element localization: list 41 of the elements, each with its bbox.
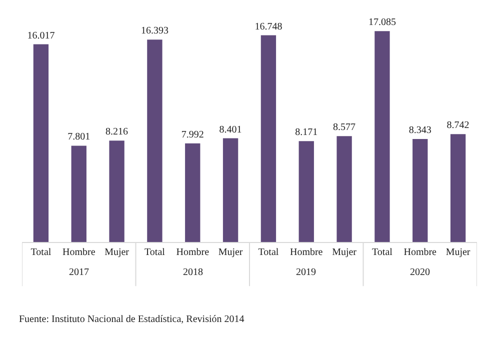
bar: [222, 138, 238, 242]
x-tick-label: Hombre: [404, 247, 438, 258]
data-label: 8.343: [408, 125, 432, 136]
x-tick-label: Mujer: [446, 247, 471, 258]
text: 2017: [69, 267, 89, 278]
data-label: 7.801: [68, 132, 90, 143]
bar: [450, 134, 466, 242]
data-label: 8.742: [446, 120, 470, 132]
bar: [147, 40, 162, 242]
x-tick-label: Mujer: [332, 247, 358, 258]
bar: [336, 136, 352, 242]
x-tick-label: Hombre: [62, 247, 96, 258]
data-label: 8.401: [219, 124, 242, 136]
bar: [185, 143, 200, 242]
bar: [71, 146, 86, 242]
x-tick-label: Total: [372, 247, 393, 258]
bar: [412, 139, 428, 242]
x-tick-label: Mujer: [218, 247, 244, 258]
x-tick-label: Hombre: [176, 247, 210, 258]
data-label: 7.992: [181, 129, 204, 140]
data-label: 16.748: [254, 21, 282, 32]
data-label: 8.171: [295, 127, 318, 138]
data-label: 16.017: [27, 30, 55, 42]
data-label: 8.577: [333, 122, 356, 134]
x-tick-label: Total: [30, 247, 52, 258]
data-label: 17.085: [368, 17, 396, 28]
text: 2020: [410, 267, 430, 278]
x-tick-label: Total: [144, 247, 166, 258]
x-tick-label: Hombre: [290, 247, 324, 258]
data-label: 8.216: [106, 126, 128, 138]
text: 2018: [183, 267, 203, 278]
bar: [298, 141, 314, 242]
source-note: Fuente: Instituto Nacional de Estadística, Revisión 2014: [19, 314, 244, 325]
text: 2019: [296, 267, 316, 278]
bar: [374, 31, 390, 242]
bar: [33, 44, 49, 242]
bar: [260, 35, 276, 242]
bar: [109, 140, 124, 242]
x-tick-label: Total: [258, 247, 279, 258]
data-label: 16.393: [140, 26, 168, 37]
x-tick-label: Mujer: [104, 247, 130, 258]
